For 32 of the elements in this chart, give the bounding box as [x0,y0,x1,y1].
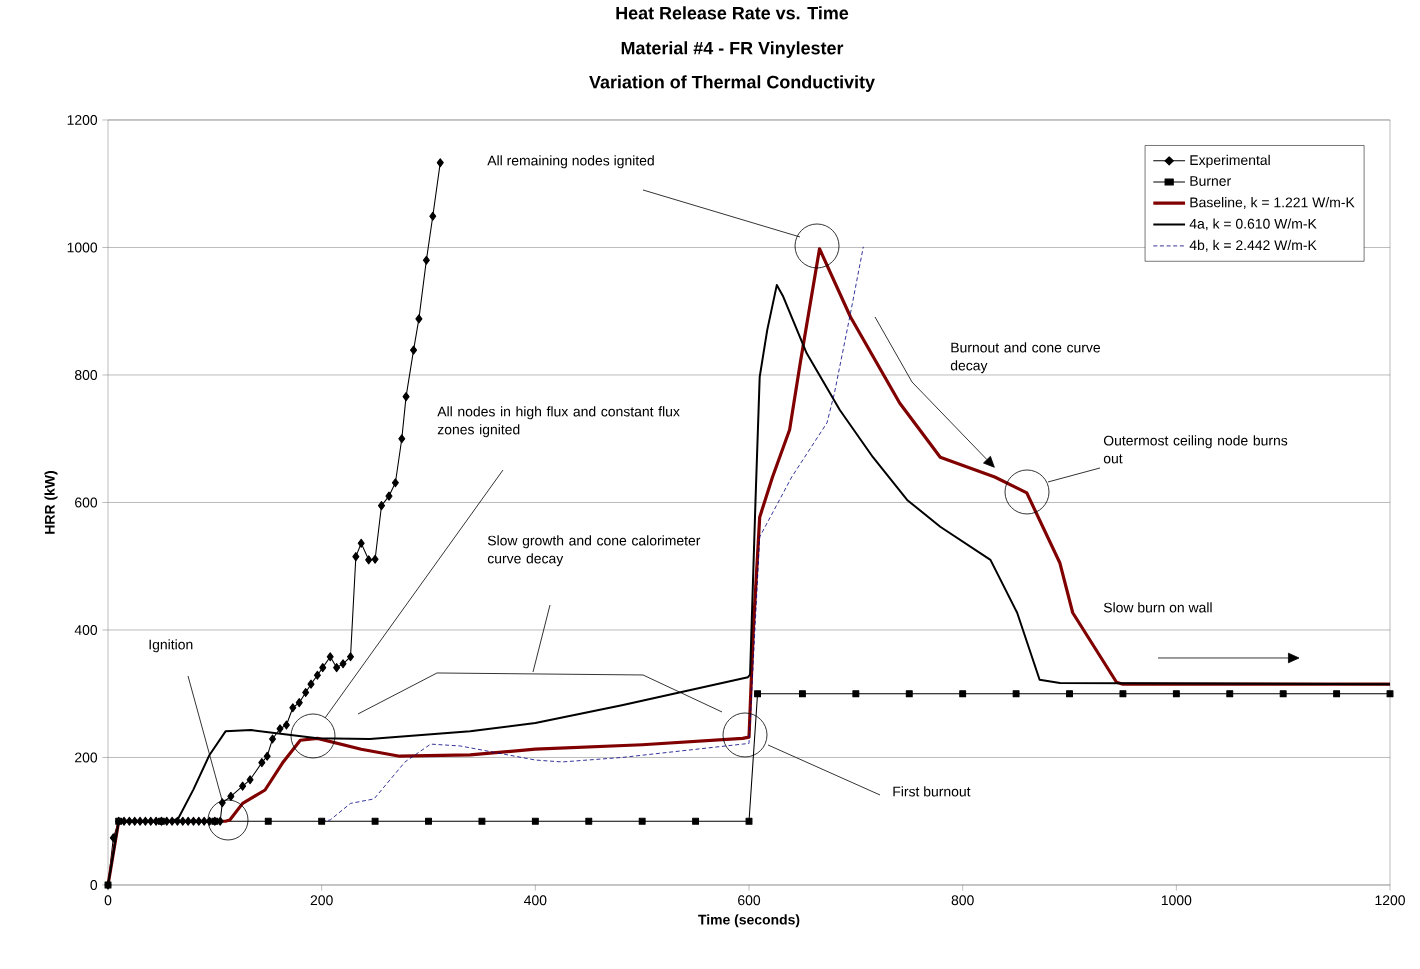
y-tick-label: 400 [74,625,98,635]
legend-label: Experimental [1190,154,1270,168]
legend-label: 4a, k = 0.610 W/m-K [1189,218,1317,231]
annotation: Slow growth and cone calorimeter curve decay [487,535,701,567]
annotation: Ignition [149,639,193,653]
annotation: Outermost ceiling node burns out [1103,435,1288,464]
annotation: First burnout [893,786,971,797]
x-tick-label: 800 [951,895,974,906]
x-axis-title: Time (seconds) [698,914,800,928]
y-tick-label: 200 [75,752,98,763]
annotation: Slow burn on wall [1103,602,1212,613]
chart-title: Heat Release Rate vs. Time [616,6,849,20]
annotation: All remaining nodes ignited [487,155,654,169]
y-tick-label: 0 [90,880,98,890]
text: Variation of Thermal Conductivity [589,75,875,92]
x-tick-label: 1200 [1375,895,1405,906]
annotation: Burnout and cone curve decay [950,342,1101,374]
legend-label: Baseline, k = 1.221 W/m-K [1190,197,1355,209]
legend-label: Burner [1190,176,1231,186]
x-tick-label: 400 [524,895,547,906]
legend-label: 4b, k = 2.442 W/m-K [1189,239,1317,252]
y-axis-title: HRR (kW) [44,471,58,534]
x-tick-label: 1000 [1161,895,1192,906]
y-tick-label: 1000 [67,242,98,253]
x-tick-label: 600 [738,895,761,906]
y-tick-label: 800 [74,370,98,380]
annotation: All nodes in high flux and constant flux zones ignited [437,406,680,438]
chart-subtitle: Material #4 - FR Vinylester [621,41,844,58]
x-tick-label: 200 [310,895,333,906]
y-tick-label: 1200 [67,115,98,125]
x-tick-label: 0 [104,895,112,906]
y-tick-label: 600 [75,497,98,508]
